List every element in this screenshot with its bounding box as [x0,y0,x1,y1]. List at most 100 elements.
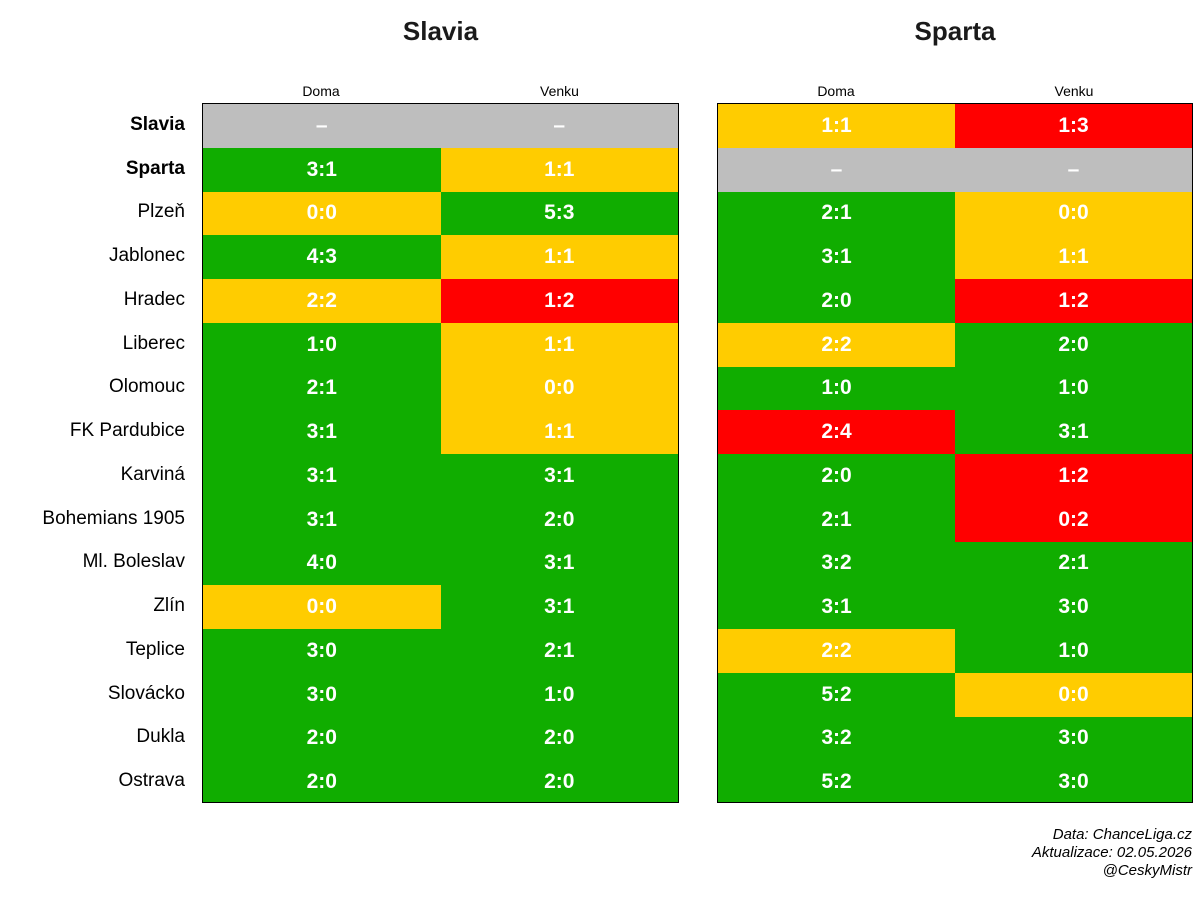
result-cell-sparta-olomouc-venku: 1:0 [955,366,1192,411]
result-cell-slavia-slavia-doma: – [203,104,441,148]
row-label-karvina: Karviná [120,463,185,485]
result-cell-slavia-bohemians-1905-venku: 2:0 [440,497,678,542]
result-cell-sparta-teplice-doma: 2:2 [718,629,955,673]
result-row-karvina: 2:0 1:2 [718,454,1192,498]
result-cell-slavia-ostrava-doma: 2:0 [203,760,441,802]
result-row-liberec: 1:0 1:1 [203,322,678,367]
result-cell-slavia-dukla-venku: 2:0 [440,716,678,761]
result-cell-sparta-bohemians-1905-venku: 0:2 [955,497,1192,542]
result-row-bohemians-1905: 2:1 0:2 [718,497,1192,542]
result-row-sparta: 3:1 1:1 [203,147,678,192]
result-cell-sparta-plzen-venku: 0:0 [955,191,1192,236]
result-cell-sparta-hradec-venku: 1:2 [955,279,1192,323]
column-header-sparta-venku: Venku [1054,83,1094,99]
result-cell-slavia-jablonec-doma: 4:3 [203,235,441,279]
result-row-ml-boleslav: 4:0 3:1 [203,541,678,586]
result-cell-sparta-fk-pardubice-doma: 2:4 [718,410,955,454]
result-row-plzen: 2:1 0:0 [718,191,1192,236]
author-line: @CeskyMistr [1102,862,1192,879]
row-label-plzen: Plzeň [137,201,185,223]
result-cell-slavia-karvina-venku: 3:1 [440,454,678,498]
result-cell-slavia-hradec-doma: 2:2 [203,279,441,323]
result-cell-sparta-ml-boleslav-venku: 2:1 [955,541,1192,586]
result-cell-sparta-slavia-venku: 1:3 [955,104,1192,148]
result-row-jablonec: 4:3 1:1 [203,235,678,279]
result-cell-slavia-jablonec-venku: 1:1 [440,235,678,279]
result-row-slavia: – – [203,104,678,148]
row-label-slovacko: Slovácko [107,682,185,704]
result-cell-sparta-ostrava-venku: 3:0 [955,760,1192,802]
row-label-hradec: Hradec [123,288,185,310]
result-row-slavia: 1:1 1:3 [718,104,1192,148]
result-row-dukla: 2:0 2:0 [203,716,678,761]
result-cell-sparta-sparta-doma: – [718,147,955,192]
result-cell-sparta-zlin-doma: 3:1 [718,585,955,629]
result-row-olomouc: 1:0 1:0 [718,366,1192,411]
source-line: Data: ChanceLiga.cz [1052,826,1192,843]
result-cell-sparta-dukla-doma: 3:2 [718,716,955,761]
result-cell-sparta-karvina-doma: 2:0 [718,454,955,498]
result-cell-sparta-karvina-venku: 1:2 [955,454,1192,498]
result-row-ostrava: 2:0 2:0 [203,760,678,802]
result-cell-slavia-slavia-venku: – [440,104,678,148]
result-cell-slavia-liberec-doma: 1:0 [203,322,441,367]
row-label-teplice: Teplice [125,638,185,660]
row-label-ml-boleslav: Ml. Boleslav [82,551,185,573]
result-cell-slavia-teplice-venku: 2:1 [440,629,678,673]
result-cell-sparta-dukla-venku: 3:0 [955,716,1192,761]
result-cell-slavia-fk-pardubice-doma: 3:1 [203,410,441,454]
result-cell-slavia-plzen-venku: 5:3 [440,191,678,236]
row-label-ostrava: Ostrava [118,770,185,792]
result-cell-slavia-sparta-doma: 3:1 [203,147,441,192]
result-cell-sparta-liberec-venku: 2:0 [955,322,1192,367]
result-cell-slavia-fk-pardubice-venku: 1:1 [440,410,678,454]
result-cell-sparta-fk-pardubice-venku: 3:1 [955,410,1192,454]
results-grid-sparta: 1:1 1:3– –2:1 0:0 3:1 1:1 2:0 1:2 2:2 2:0 1:0 1:0 2:… [717,103,1193,803]
result-row-karvina: 3:1 3:1 [203,454,678,498]
column-header-slavia-doma: Doma [302,83,340,99]
row-label-dukla: Dukla [136,726,185,748]
row-label-jablonec: Jablonec [108,245,185,267]
result-row-teplice: 3:0 2:1 [203,629,678,673]
result-cell-slavia-zlin-venku: 3:1 [440,585,678,629]
result-cell-sparta-jablonec-doma: 3:1 [718,235,955,279]
result-cell-slavia-bohemians-1905-doma: 3:1 [203,497,441,542]
result-row-slovacko: 5:2 0:0 [718,672,1192,717]
result-row-plzen: 0:0 5:3 [203,191,678,236]
result-cell-sparta-teplice-venku: 1:0 [955,629,1192,673]
result-row-olomouc: 2:1 0:0 [203,366,678,411]
result-cell-sparta-slovacko-doma: 5:2 [718,672,955,717]
result-cell-slavia-ml-boleslav-doma: 4:0 [203,541,441,586]
result-cell-sparta-slovacko-venku: 0:0 [955,672,1192,717]
result-cell-slavia-dukla-doma: 2:0 [203,716,441,761]
result-cell-sparta-ostrava-doma: 5:2 [718,760,955,802]
result-cell-sparta-slavia-doma: 1:1 [718,104,955,148]
result-row-liberec: 2:2 2:0 [718,322,1192,367]
result-row-slovacko: 3:0 1:0 [203,672,678,717]
result-cell-slavia-liberec-venku: 1:1 [440,322,678,367]
result-cell-sparta-bohemians-1905-doma: 2:1 [718,497,955,542]
update-line: Aktualizace: 02.05.2026 [1031,844,1192,861]
result-cell-sparta-olomouc-doma: 1:0 [718,366,955,411]
result-row-ostrava: 5:2 3:0 [718,760,1192,802]
result-cell-slavia-sparta-venku: 1:1 [440,147,678,192]
result-row-sparta: – – [718,147,1192,192]
row-label-fk-pardubice: FK Pardubice [69,420,185,442]
result-row-fk-pardubice: 2:4 3:1 [718,410,1192,454]
row-label-sparta: Sparta [125,157,185,179]
result-cell-sparta-liberec-doma: 2:2 [718,322,955,367]
source-footer: Data: ChanceLiga.cz Aktualizace: 02.05.2… [1032,826,1192,880]
result-row-dukla: 3:2 3:0 [718,716,1192,761]
result-row-zlin: 3:1 3:0 [718,585,1192,629]
result-cell-slavia-olomouc-doma: 2:1 [203,366,441,411]
row-label-bohemians-1905: Bohemians 1905 [42,507,185,529]
result-row-jablonec: 3:1 1:1 [718,235,1192,279]
result-row-ml-boleslav: 3:2 2:1 [718,541,1192,586]
result-cell-sparta-plzen-doma: 2:1 [718,191,955,236]
result-cell-slavia-ml-boleslav-venku: 3:1 [440,541,678,586]
result-row-teplice: 2:2 1:0 [718,629,1192,673]
result-row-zlin: 0:0 3:1 [203,585,678,629]
result-cell-slavia-slovacko-doma: 3:0 [203,672,441,717]
result-cell-slavia-zlin-doma: 0:0 [203,585,441,629]
result-cell-slavia-karvina-doma: 3:1 [203,454,441,498]
